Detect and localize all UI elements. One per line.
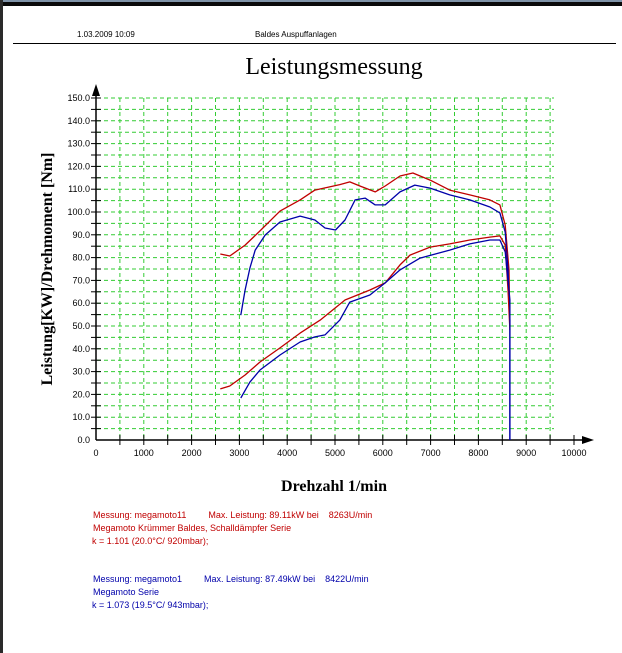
y-tick-label: 150.0 <box>67 93 90 103</box>
x-ticks: 0 1000 2000 3000 4000 5000 6000 7000 8000 9000 100… <box>93 435 587 458</box>
y-tick-label: 60.0 <box>72 298 90 308</box>
y-tick-label: 120.0 <box>67 161 90 171</box>
x-tick-label: 0 <box>93 448 98 458</box>
x-tick-label: 6000 <box>373 448 393 458</box>
y-tick-label: 100.0 <box>67 207 90 217</box>
x-tick-label: 9000 <box>516 448 536 458</box>
chart-title: Leistungsmessung <box>245 54 423 80</box>
y-tick-label: 70.0 <box>72 275 90 285</box>
x-axis-arrow-icon <box>582 436 594 444</box>
measurement-description: Megamoto Krümmer Baldes, Schalldämpfer S… <box>93 523 292 533</box>
y-tick-label: 40.0 <box>72 344 90 354</box>
y-axis-label: Leistung[KW]/Drehmoment [Nm] <box>39 152 56 385</box>
x-tick-label: 5000 <box>325 448 345 458</box>
series-line-megamoto1-drehmoment <box>240 184 511 440</box>
header-date-time: 1.03.2009 10:09 <box>77 30 135 39</box>
measurement-name: Messung: megamoto11 <box>93 510 187 520</box>
series-line-megamoto1-leistung <box>240 239 511 440</box>
y-tick-label: 50.0 <box>72 321 90 331</box>
measurement-description: Megamoto Serie <box>93 587 160 597</box>
series-line-megamoto11-leistung <box>220 235 511 390</box>
measurement-block-megamoto11: Messung: megamoto11 Max. Leistung: 89.11k… <box>92 509 372 548</box>
y-ticks: 0.0 10.0 20.0 30.0 40.0 50.0 60.0 70.0 80.0 90.0 1… <box>67 93 101 445</box>
grid <box>97 97 554 439</box>
y-tick-label: 130.0 <box>67 139 90 149</box>
series-line-megamoto11-drehmoment <box>220 172 511 327</box>
x-tick-label: 10000 <box>561 448 586 458</box>
axes <box>92 84 594 444</box>
y-tick-label: 20.0 <box>72 389 90 399</box>
x-tick-label: 4000 <box>277 448 297 458</box>
y-tick-label: 140.0 <box>67 116 90 126</box>
window-left-border <box>0 0 3 653</box>
series-lines <box>220 172 511 440</box>
x-tick-label: 2000 <box>182 448 202 458</box>
measurement-line1: Messung: megamoto1 Max. Leistung: 87.49kW… <box>93 573 369 586</box>
y-tick-label: 10.0 <box>72 412 90 422</box>
y-tick-label: 0.0 <box>77 435 90 445</box>
header-divider <box>13 43 616 44</box>
x-tick-label: 3000 <box>229 448 249 458</box>
measurement-name: Messung: megamoto1 <box>93 574 183 584</box>
y-tick-label: 30.0 <box>72 367 90 377</box>
x-tick-label: 8000 <box>468 448 488 458</box>
window-top-border <box>0 2 622 6</box>
x-axis-label: Drehzahl 1/min <box>281 478 387 495</box>
x-tick-label: 1000 <box>134 448 154 458</box>
header-company: Baldes Auspuffanlagen <box>255 30 337 39</box>
measurement-max-power: Max. Leistung: 87.49kW bei 8422U/min <box>204 574 369 584</box>
y-tick-label: 90.0 <box>72 230 90 240</box>
measurement-correction: k = 1.101 (20.0°C/ 920mbar); <box>92 536 209 546</box>
y-axis-arrow-icon <box>92 84 100 96</box>
measurement-line1: Messung: megamoto11 Max. Leistung: 89.11k… <box>93 509 372 522</box>
window-top-strip <box>0 0 622 2</box>
measurement-block-megamoto1: Messung: megamoto1 Max. Leistung: 87.49kW… <box>92 573 369 612</box>
x-tick-label: 7000 <box>421 448 441 458</box>
measurement-max-power: Max. Leistung: 89.11kW bei 8263U/min <box>208 510 373 520</box>
y-tick-label: 80.0 <box>72 253 90 263</box>
measurement-correction: k = 1.073 (19.5°C/ 943mbar); <box>92 600 209 610</box>
y-tick-label: 110.0 <box>68 184 90 194</box>
